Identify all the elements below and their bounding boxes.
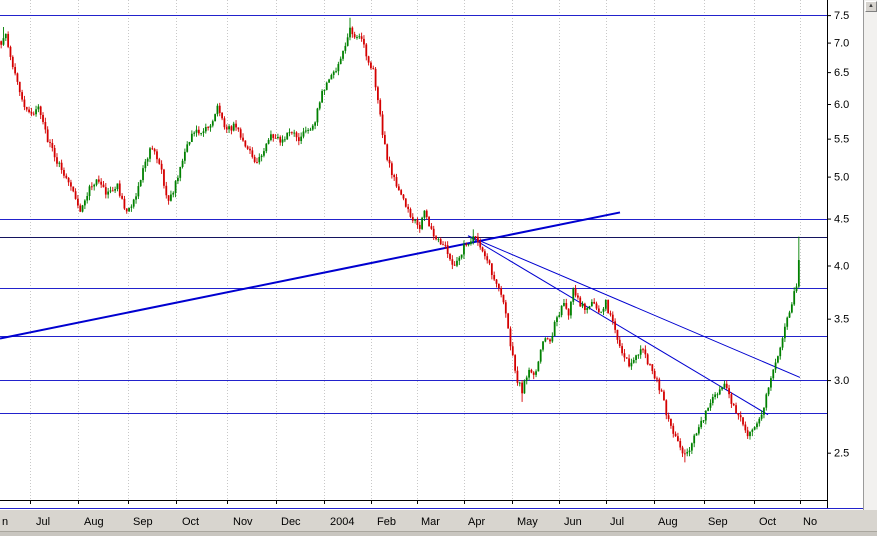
price-tick-label: 5.0	[834, 172, 849, 184]
price-axis-labels: 7.5 7.0 6.5 6.0 5.5 5.0 4.5 4.0 3.5 3.0 2.5	[827, 10, 849, 460]
scrollbar-corner	[863, 510, 877, 536]
price-tick-label: 3.5	[834, 314, 849, 326]
month-label: Jul	[610, 516, 624, 528]
price-tick-label: 7.5	[834, 10, 849, 22]
price-tick-label: 2.5	[834, 448, 849, 460]
month-label: 2004	[330, 516, 354, 528]
date-axis-labels: n Jul Aug Sep Oct Nov Dec 2004 Feb Mar Apr May Jun Ju…	[2, 500, 817, 528]
month-label: Mar	[421, 516, 440, 528]
price-tick-label: 4.5	[834, 214, 849, 226]
month-label: Oct	[759, 516, 776, 528]
trend-lines	[0, 211, 801, 416]
month-label: Dec	[281, 516, 301, 528]
month-label: Jul	[36, 516, 50, 528]
month-label: No	[803, 516, 817, 528]
price-tick-label: 6.5	[834, 67, 849, 79]
month-label: Feb	[377, 516, 396, 528]
scroll-up-icon: ▲	[868, 3, 874, 9]
month-label: Sep	[708, 516, 728, 528]
month-label: Jun	[564, 516, 582, 528]
price-tick-label: 6.0	[834, 99, 849, 111]
month-label: May	[517, 516, 538, 528]
price-tick-label: 7.0	[834, 38, 849, 50]
price-tick-label: 4.0	[834, 260, 849, 272]
month-label: Oct	[182, 516, 199, 528]
vertical-scrollbar[interactable]: ▲	[863, 0, 877, 510]
chart-frame	[0, 0, 863, 509]
month-label: n	[2, 516, 8, 528]
month-label: Apr	[468, 516, 485, 528]
price-tick-label: 3.0	[834, 375, 849, 387]
month-label: Nov	[233, 516, 253, 528]
price-tick-label: 5.5	[834, 134, 849, 146]
month-label: Aug	[84, 516, 104, 528]
scroll-up-button[interactable]: ▲	[865, 1, 877, 12]
candlestick-series	[0, 17, 800, 463]
month-label: Sep	[133, 516, 153, 528]
month-label: Aug	[658, 516, 678, 528]
horizontal-scrollbar[interactable]	[0, 531, 877, 536]
